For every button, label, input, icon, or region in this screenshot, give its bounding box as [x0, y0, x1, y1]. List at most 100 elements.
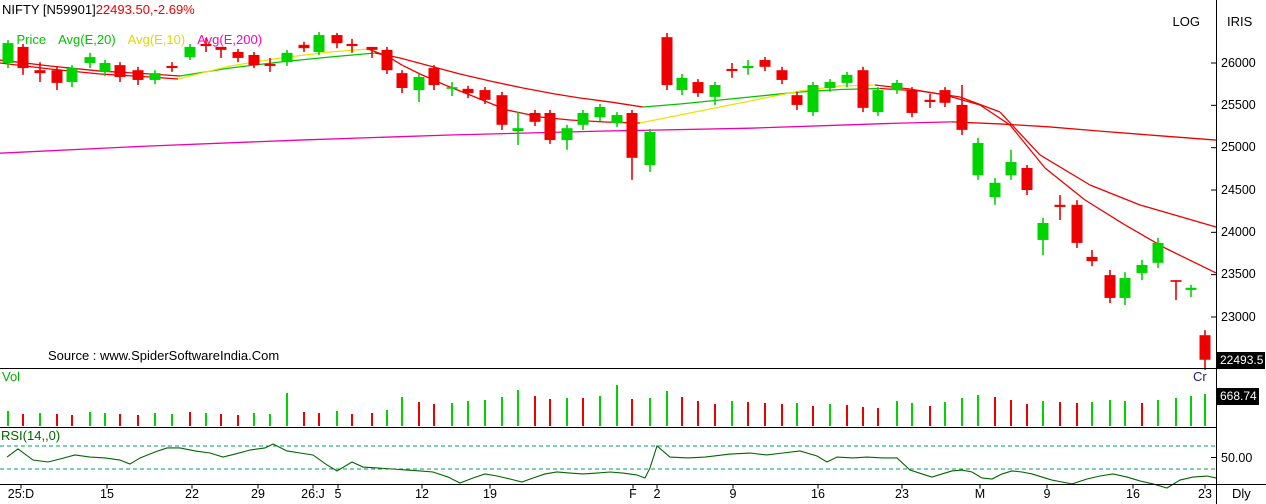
ema20-line [1089, 184, 1141, 206]
candle-body [215, 46, 227, 50]
rsi-panel-label: RSI(14,,0) [1, 428, 61, 443]
candle-body [1119, 278, 1131, 298]
candle-body [529, 112, 541, 122]
last-price: 22493.50, [95, 2, 154, 17]
candle-body [644, 132, 656, 166]
ema20-line [522, 87, 556, 95]
candle-body [891, 82, 903, 91]
ema10-line [1164, 247, 1217, 274]
candle-body [232, 51, 244, 58]
candle-body [346, 43, 358, 47]
x-axis-label: 16 [1126, 487, 1140, 501]
candle-body [692, 82, 704, 94]
price-tick-label: 25500 [1221, 97, 1256, 112]
x-axis-label: 16 [811, 487, 825, 501]
candle-body [281, 52, 293, 63]
candle-body [561, 128, 573, 141]
x-axis-label: 5 [334, 487, 342, 501]
candle-body [84, 57, 96, 63]
candle-body [989, 182, 1001, 198]
candle-body [200, 43, 212, 47]
ema10-line [329, 48, 369, 53]
ema20-line [579, 97, 611, 103]
x-axis-label: 19 [483, 487, 497, 501]
candle-body [264, 63, 276, 66]
candle-body [742, 65, 754, 69]
price-tick-label: 26000 [1221, 55, 1256, 70]
symbol-title: NIFTY [N59901] [2, 2, 96, 17]
ema20-line [999, 111, 1041, 156]
candle-body [413, 76, 425, 91]
candle-body [972, 143, 984, 176]
ema20-line [642, 103, 681, 108]
candle-body [114, 65, 126, 77]
candle-body [1170, 280, 1182, 282]
candle-body [776, 70, 788, 80]
candle-body [1021, 167, 1033, 190]
ema10-line [1044, 167, 1086, 201]
ema200-line [1099, 130, 1161, 137]
candle-body [1185, 287, 1197, 290]
ema200-line [1159, 135, 1217, 141]
source-text: Source : www.SpiderSoftwareIndia.Com [48, 348, 280, 363]
ema20-line [1039, 154, 1091, 186]
price-tick-label: 23000 [1221, 309, 1256, 324]
candle-body [99, 63, 111, 72]
ema10-line [401, 64, 421, 75]
ema20-line [1139, 204, 1217, 228]
ema200-line [299, 134, 451, 141]
candle-body [906, 90, 918, 113]
ema20-line [459, 73, 491, 82]
candle-body [66, 68, 78, 83]
candle-body [512, 128, 524, 132]
indicator-legend: Price Avg(E,20) Avg(E,10) Avg(E,200) [2, 19, 274, 61]
price-tick-label: 24000 [1221, 224, 1256, 239]
price-tick-label: 25000 [1221, 140, 1256, 155]
rsi-line [6, 443, 1217, 489]
candle-body [726, 68, 738, 72]
candle-body [1199, 335, 1211, 360]
ema10-line [177, 65, 231, 80]
candle-body [396, 73, 408, 88]
ema20-line [399, 57, 431, 67]
candle-body [676, 77, 688, 91]
candle-body [857, 70, 869, 108]
ema10-line [1009, 124, 1046, 169]
candle-body [1086, 256, 1098, 262]
scale-mode-label[interactable]: LOG [1172, 14, 1200, 29]
candle-body [248, 54, 260, 66]
price-tick-label: 24500 [1221, 182, 1256, 197]
candle-body [872, 90, 884, 113]
candle-body [594, 107, 606, 118]
ema10-line [639, 114, 681, 124]
candle-body [611, 115, 623, 124]
candle-body [496, 95, 508, 125]
x-axis-label: 15 [100, 487, 114, 501]
x-axis-label: 29 [251, 487, 265, 501]
ema20-line [489, 80, 524, 89]
candle-body [841, 74, 853, 83]
ema20-line [719, 95, 761, 101]
x-axis-label: 22 [185, 487, 199, 501]
volume-unit-label: Cr [1193, 369, 1207, 384]
ema200-line [1049, 126, 1101, 132]
ema10-line [759, 90, 801, 100]
candle-body [184, 46, 196, 58]
candle-body [661, 37, 673, 86]
legend-ema200-label: Avg(E,200) [197, 32, 263, 47]
candle-body [1054, 204, 1066, 207]
candle-body [331, 35, 343, 44]
ema200-line [449, 130, 601, 136]
ema200-line [899, 121, 953, 124]
x-axis-label: F [629, 487, 637, 501]
ema20-line [554, 93, 581, 99]
candle-body [2, 43, 14, 63]
ema200-line [999, 123, 1051, 128]
candle-body [132, 70, 144, 80]
volume-panel-label: Vol [2, 369, 21, 384]
candle-body [1136, 264, 1148, 273]
candle-body [51, 70, 63, 83]
candle-body [149, 73, 161, 80]
candle-body [924, 99, 936, 102]
